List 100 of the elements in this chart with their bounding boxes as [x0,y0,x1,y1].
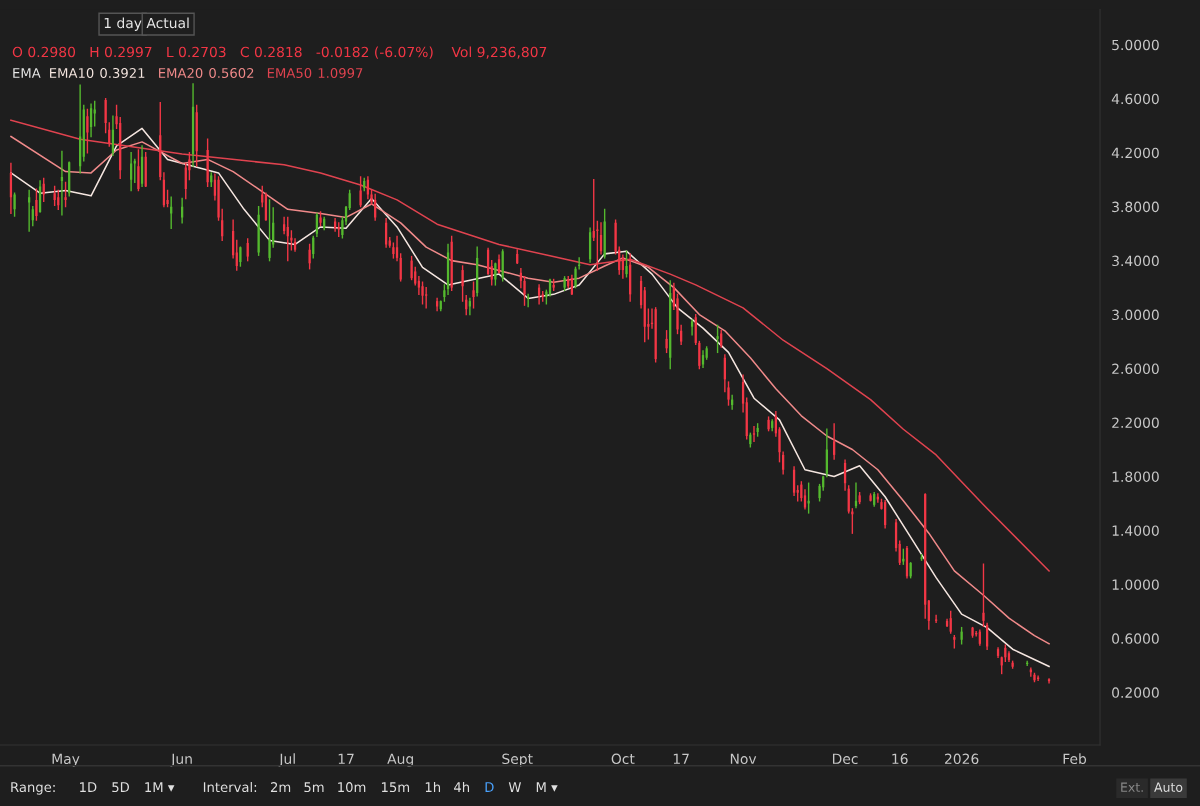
text: 10m [338,782,366,793]
text: 1h [425,781,441,792]
candlestick [392,242,395,259]
candlestick [869,493,872,502]
candlestick [833,423,836,460]
candlestick [42,177,45,202]
candlestick [690,319,694,336]
candlestick [410,255,413,281]
y-tick-label: 0.2000 [1112,687,1159,698]
candlestick [64,181,67,208]
text: 15m [381,782,410,793]
y-tick-label: 3.4000 [1112,255,1159,267]
text: 5m [304,782,324,793]
candlestick [239,246,242,267]
x-tick-label: Nov [730,753,757,765]
candlestick [705,346,708,360]
x-tick-label: Sept [502,753,533,767]
candlestick [1011,660,1014,669]
candlestick [909,562,912,579]
text: 2m [270,782,291,792]
candlestick [552,278,555,292]
text: 4h [454,781,470,792]
y-tick-label: 4.6000 [1111,93,1159,105]
candlestick [31,205,34,227]
candlestick [395,235,399,262]
x-tick-label: 16 [892,753,908,765]
candlestick [399,253,402,282]
y-tick-label: 3.8000 [1112,201,1159,213]
candlestick [359,176,362,208]
candlestick [137,149,140,192]
y-tick-label: 1.0000 [1112,579,1159,590]
candlestick [971,626,974,638]
candlestick [767,416,770,432]
text: Range: [11,782,55,795]
candlestick [603,208,606,259]
candlestick [803,489,807,510]
candlestick [752,425,756,443]
candlestick [494,262,497,286]
candlestick [563,276,566,292]
x-tick-label: May [52,753,80,767]
candlestick [953,635,956,649]
text: Auto [1154,782,1183,792]
candlestick [28,189,31,232]
candlestick [625,250,628,278]
x-tick-label: 17 [673,753,689,764]
text: 1D [80,782,97,792]
annotation: 0.3921 [100,68,145,78]
y-tick-label: 2.6000 [1112,363,1159,375]
text: 1M ▾ [145,782,175,792]
x-tick-label: Feb [1063,753,1087,765]
candlestick [982,563,985,627]
text: EMA20 [159,68,203,78]
x-tick-label: 2026 [944,753,979,765]
candlestick [290,230,293,251]
candlestick [308,243,311,270]
candlestick [257,205,260,256]
candlestick [574,266,577,289]
candlestick [920,554,923,561]
candlestick [53,185,56,207]
candlestick [741,374,745,413]
x-tick-label: Jul [278,753,295,767]
candlestick [425,286,428,309]
candlestick [592,178,595,242]
candlestick [206,138,209,188]
candlestick [282,216,286,235]
text: Ext. [1121,782,1143,792]
x-tick-label: Dec [832,753,858,765]
text: W [508,782,521,792]
candlestick [13,192,16,217]
annotation: Actual [146,17,189,29]
candlestick [417,276,421,296]
x-tick-label: Jun [170,753,192,767]
x-tick-label: 17 [338,753,354,764]
candlestick [716,324,719,354]
candlestick [130,151,133,192]
annotation: EMA [13,68,41,78]
text: EMA50 [267,68,312,78]
x-tick-label: Oct [611,753,635,765]
text: D [485,782,494,792]
candlestick [665,330,668,354]
text: M ▾ [536,782,558,792]
y-tick-label: 1.4000 [1112,525,1159,536]
text: Interval: [203,781,257,793]
annotation: 0.5602 [209,68,254,78]
candlestick [960,626,963,645]
candlestick [1029,667,1032,677]
annotation: 1 day [104,17,142,31]
candlestick [949,610,952,634]
annotation: O 0.2980 H 0.2997 L 0.2703 C 0.2818 -0.0182 (-6.07%) Vol 9,236,807 [12,46,547,59]
candlestick [858,491,861,505]
x-tick-label: Aug [387,753,413,767]
candlestick [246,238,249,262]
y-tick-label: 4.2000 [1111,147,1159,159]
candlestick [319,211,322,227]
candlestick [86,108,89,154]
text: 5D [112,782,130,793]
y-tick-label: 3.0000 [1112,309,1159,321]
y-tick-label: 5.0000 [1112,39,1159,51]
candlestick [472,281,475,309]
line-series [10,119,1050,572]
